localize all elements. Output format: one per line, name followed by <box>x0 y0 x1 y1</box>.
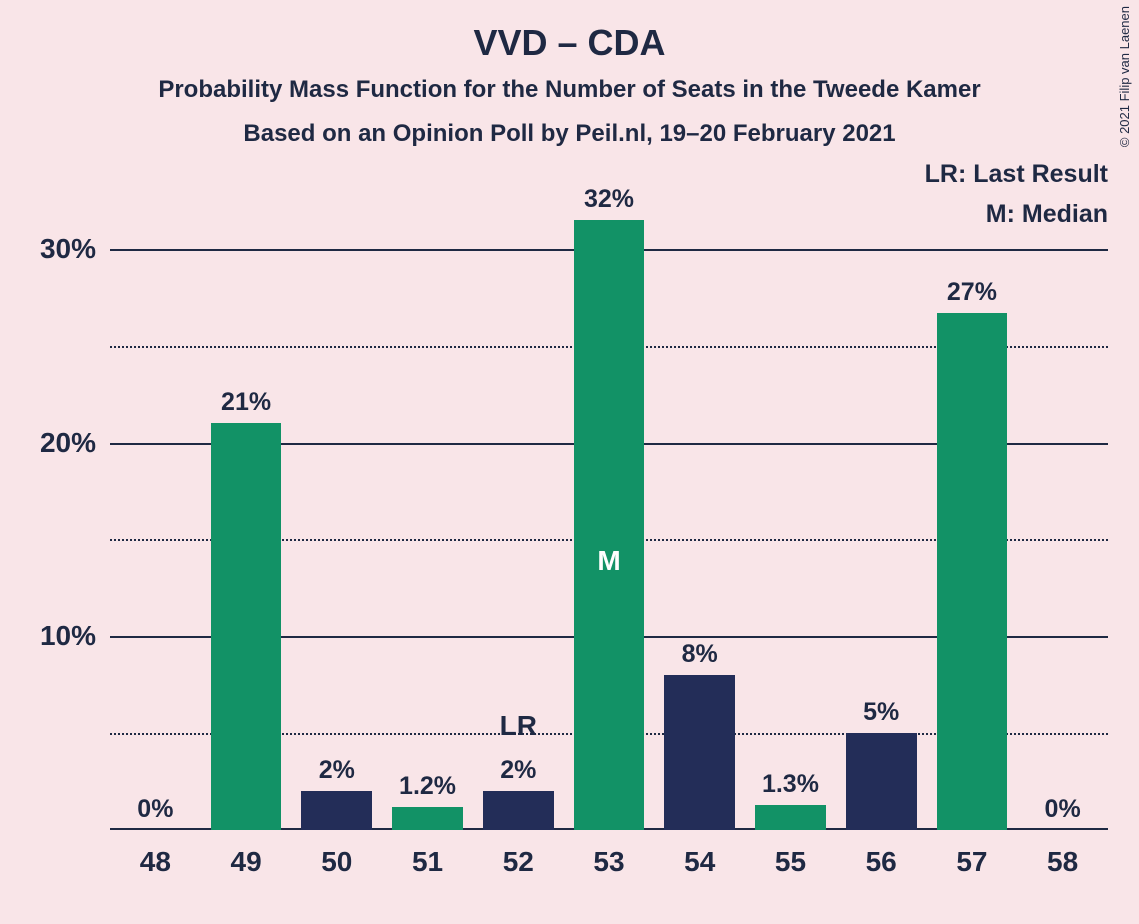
bar <box>937 313 1008 830</box>
bar-value-label: 5% <box>863 698 899 727</box>
bar <box>755 805 826 830</box>
x-axis-tick-label: 54 <box>684 830 715 878</box>
bar-value-label: 2% <box>319 756 355 785</box>
x-axis-tick-label: 58 <box>1047 830 1078 878</box>
bar <box>574 220 645 830</box>
chart-subtitle-1: Probability Mass Function for the Number… <box>0 76 1139 104</box>
median-marker: M <box>597 545 620 577</box>
x-axis-tick-label: 57 <box>956 830 987 878</box>
y-axis-tick-label: 20% <box>40 427 110 459</box>
bar <box>846 733 917 830</box>
bar-value-label: 1.2% <box>399 772 456 801</box>
x-axis-tick-label: 56 <box>866 830 897 878</box>
chart-container: VVD – CDA Probability Mass Function for t… <box>0 0 1139 924</box>
chart-subtitle-2: Based on an Opinion Poll by Peil.nl, 19–… <box>0 120 1139 148</box>
bar <box>664 675 735 830</box>
last-result-marker: LR <box>500 710 537 742</box>
bar-value-label: 1.3% <box>762 770 819 799</box>
bar <box>483 791 554 830</box>
plot-area: 10%20%30%LR: Last ResultM: Median4849505… <box>110 210 1108 830</box>
bar-value-label: 2% <box>500 756 536 785</box>
x-axis-tick-label: 50 <box>321 830 352 878</box>
y-axis-tick-label: 30% <box>40 233 110 265</box>
x-axis-tick-label: 49 <box>231 830 262 878</box>
x-axis-tick-label: 48 <box>140 830 171 878</box>
bar <box>392 807 463 830</box>
bar-value-label: 0% <box>137 795 173 824</box>
chart-title: VVD – CDA <box>0 22 1139 64</box>
copyright-label: © 2021 Filip van Laenen <box>1117 6 1132 147</box>
bar-value-label: 32% <box>584 185 634 214</box>
bar <box>301 791 372 830</box>
legend-m: M: Median <box>986 200 1108 229</box>
bar-value-label: 0% <box>1045 795 1081 824</box>
x-axis-tick-label: 51 <box>412 830 443 878</box>
x-axis-tick-label: 55 <box>775 830 806 878</box>
bar-value-label: 27% <box>947 278 997 307</box>
legend-lr: LR: Last Result <box>925 160 1108 189</box>
bar <box>211 423 282 830</box>
x-axis-tick-label: 53 <box>593 830 624 878</box>
y-axis-tick-label: 10% <box>40 620 110 652</box>
x-axis-tick-label: 52 <box>503 830 534 878</box>
bar-value-label: 8% <box>682 640 718 669</box>
bar-value-label: 21% <box>221 388 271 417</box>
